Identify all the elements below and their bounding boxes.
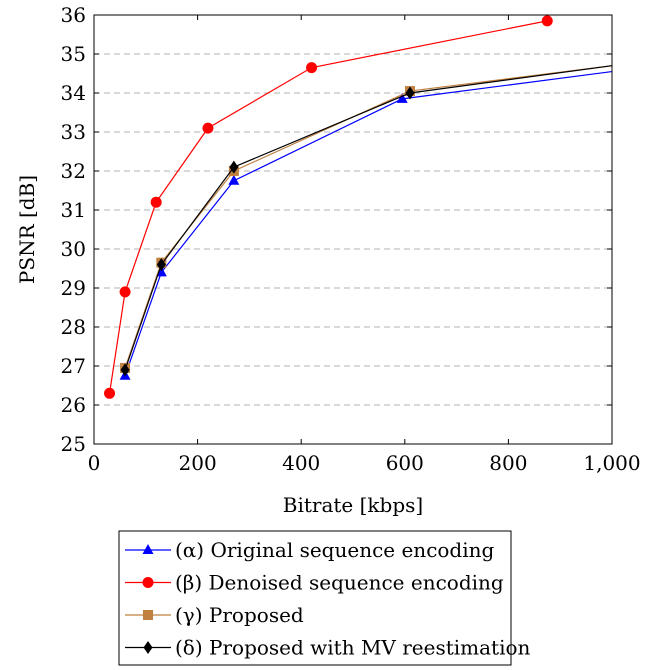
y-tick-label: 32	[61, 159, 86, 183]
legend-marker	[143, 641, 153, 654]
y-tick-label: 29	[61, 276, 86, 300]
data-point	[405, 86, 415, 100]
y-tick-label: 35	[61, 42, 86, 66]
legend-marker	[143, 610, 153, 620]
legend-marker	[142, 577, 154, 588]
x-tick-label: 1,000	[583, 451, 640, 475]
legend-entry: (β) Denoised sequence encoding	[125, 571, 504, 595]
plot-area-frame	[93, 14, 613, 445]
data-point	[202, 122, 214, 134]
data-point	[396, 92, 408, 103]
data-point	[229, 160, 239, 174]
series-line	[108, 20, 548, 394]
y-tick-label: 33	[61, 120, 86, 144]
y-tick-label: 27	[61, 354, 86, 378]
x-tick-label: 400	[282, 451, 320, 475]
legend-marker	[142, 544, 154, 554]
y-tick-label: 26	[61, 393, 86, 417]
legend-label: (α) Original sequence encoding	[175, 538, 495, 562]
data-point	[104, 387, 116, 399]
x-tick-label: 600	[386, 451, 424, 475]
legend: (α) Original sequence encoding (β) Denois…	[118, 530, 531, 666]
y-tick-label: 36	[61, 3, 86, 27]
data-point	[150, 196, 162, 208]
x-axis-label: Bitrate [kbps]	[283, 493, 423, 517]
series-line	[124, 65, 613, 371]
legend-label: (δ) Proposed with MV reestimation	[175, 636, 531, 660]
y-tick-label: 31	[61, 198, 86, 222]
legend-entry: (γ) Proposed	[125, 603, 304, 627]
legend-label: (β) Denoised sequence encoding	[175, 571, 504, 595]
legend-entry: (δ) Proposed with MV reestimation	[125, 636, 531, 660]
grid-lines	[94, 53, 612, 406]
legend-entry: (α) Original sequence encoding	[125, 538, 495, 562]
series-layer	[104, 15, 613, 399]
data-point	[120, 363, 130, 377]
axis-ticks: 0 200 400 600 800 1,000 25 26 27 28 29 30 31 32 33 34 35…	[61, 3, 641, 475]
series-4	[120, 65, 613, 377]
y-tick-label: 34	[61, 81, 86, 105]
series-1	[119, 70, 613, 380]
series-2	[104, 15, 553, 399]
data-point	[156, 258, 166, 272]
data-point	[541, 15, 553, 27]
x-tick-label: 200	[179, 451, 217, 475]
y-tick-label: 25	[61, 432, 86, 456]
series-line	[124, 70, 613, 376]
x-tick-label: 800	[489, 451, 527, 475]
data-point	[306, 62, 318, 74]
y-tick-label: 30	[61, 237, 86, 261]
data-point	[228, 174, 240, 185]
data-point	[119, 286, 131, 298]
y-axis-label: PSNR [dB]	[15, 175, 39, 284]
y-tick-label: 28	[61, 315, 86, 339]
legend-box	[118, 530, 512, 666]
legend-label: (γ) Proposed	[175, 603, 304, 627]
x-tick-label: 0	[88, 451, 101, 475]
